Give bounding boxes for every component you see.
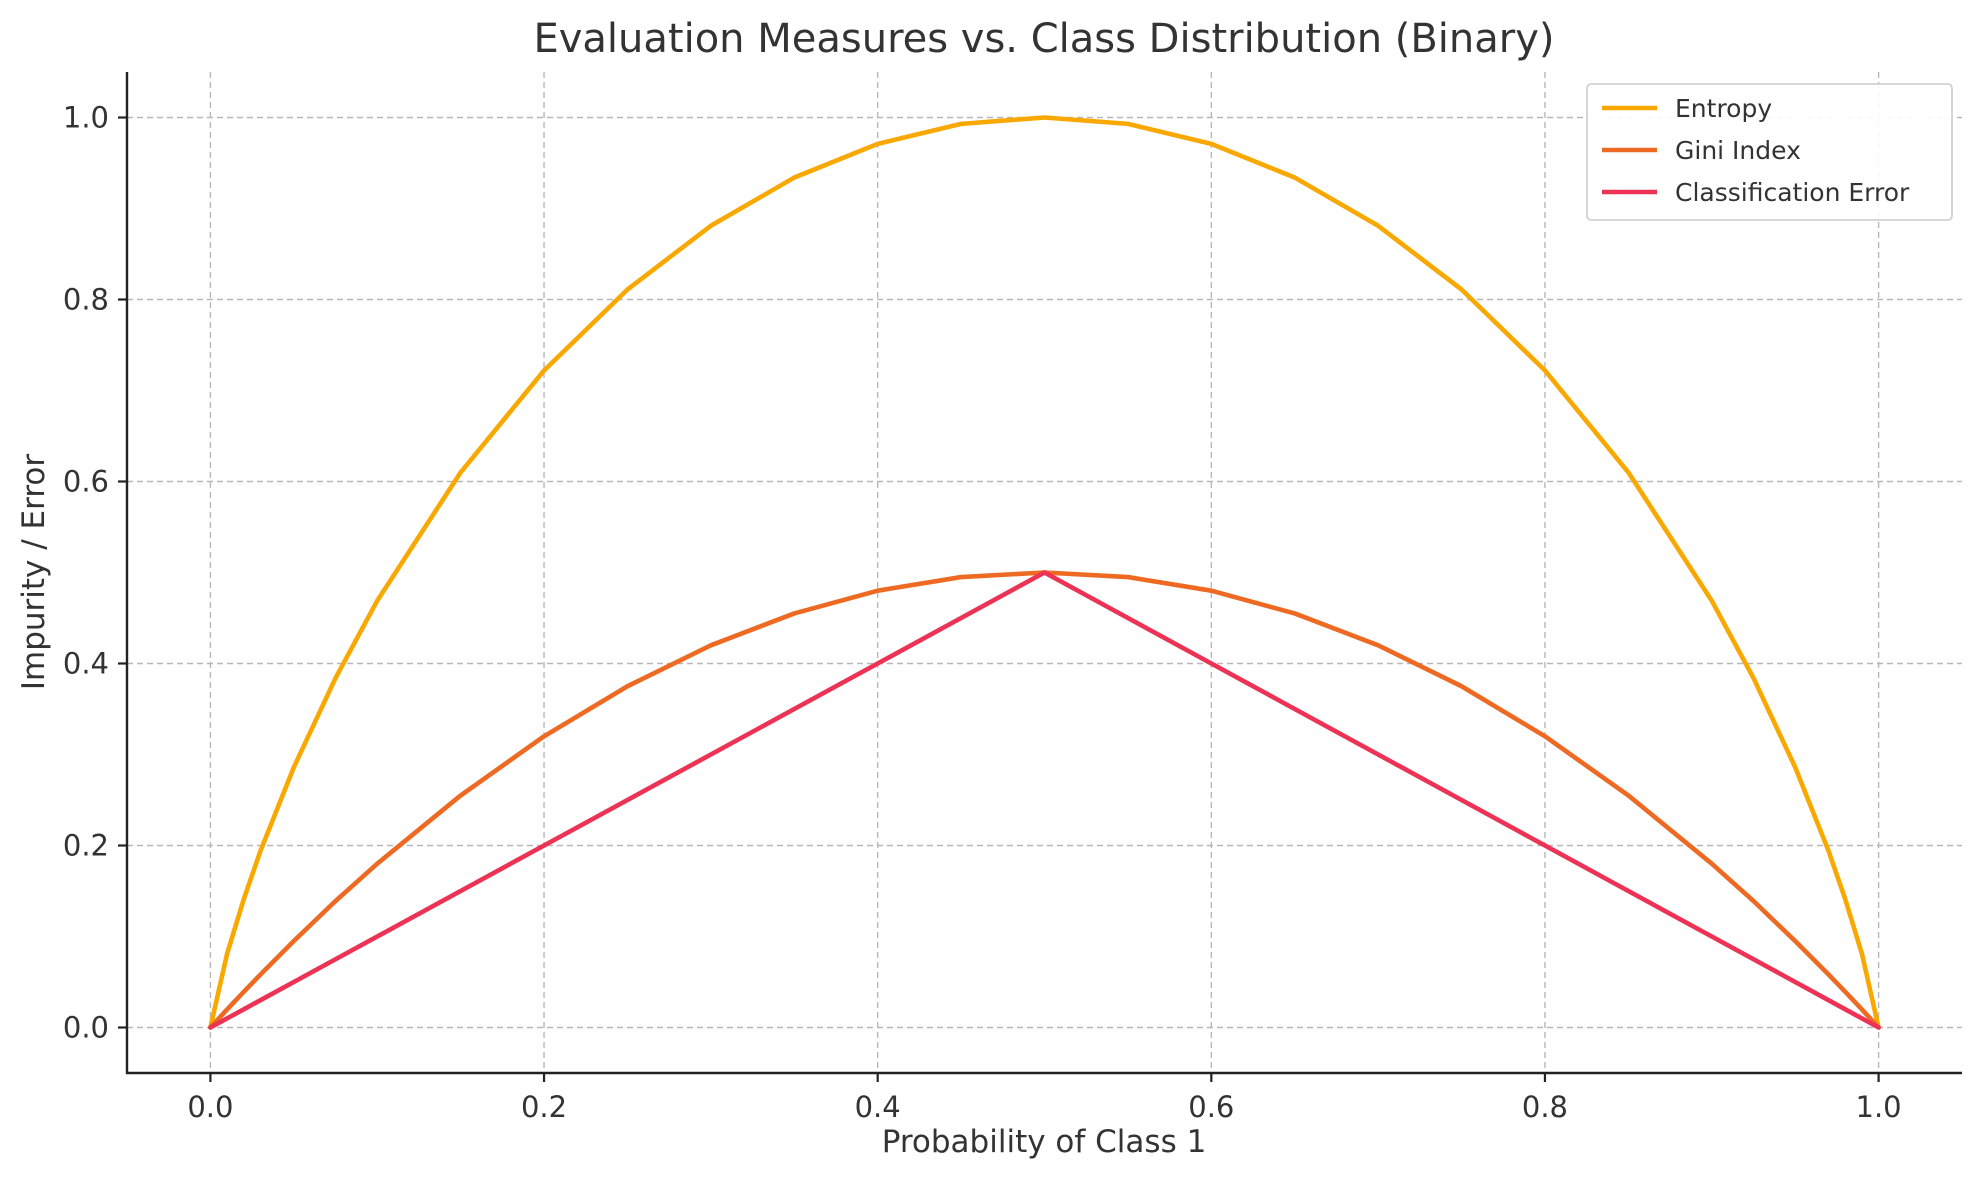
axis-spines <box>125 72 1962 1075</box>
y-axis-label: Impurity / Error <box>16 454 52 690</box>
x-tick-label: 0.6 <box>1188 1090 1234 1124</box>
axes <box>125 72 1962 1075</box>
y-tick-label: 0.4 <box>63 647 109 681</box>
x-axis-label: Probability of Class 1 <box>882 1124 1207 1160</box>
grid <box>127 72 1962 1073</box>
y-tick-label: 1.0 <box>63 101 109 135</box>
y-tick-label: 0.2 <box>63 829 109 863</box>
entropy-line <box>208 115 1881 1030</box>
axis-ticks: 0.0 0.2 0.4 0.6 0.8 1.0 0.0 0.2 0.4 0.6 0.8 1.0 <box>63 101 1902 1125</box>
classification-error-line <box>208 570 1881 1030</box>
x-tick-label: 0.8 <box>1522 1090 1568 1124</box>
legend-label-gini-index: Gini Index <box>1675 136 1801 165</box>
legend-label-entropy: Entropy <box>1675 94 1772 123</box>
chart-title: Evaluation Measures vs. Class Distributi… <box>533 16 1554 62</box>
legend: Entropy Gini Index Classification Error <box>1586 83 1953 221</box>
x-tick-label: 0.2 <box>521 1090 567 1124</box>
x-tick-label: 0.4 <box>855 1090 901 1124</box>
legend-box <box>1586 83 1953 221</box>
y-tick-label: 0.8 <box>63 283 109 317</box>
x-tick-label: 1.0 <box>1856 1090 1902 1124</box>
plot-series <box>208 115 1881 1030</box>
y-tick-label: 0.0 <box>63 1011 109 1045</box>
y-tick-label: 0.6 <box>63 465 109 499</box>
legend-label-classification-error: Classification Error <box>1675 178 1910 207</box>
x-tick-label: 0.0 <box>187 1090 233 1124</box>
